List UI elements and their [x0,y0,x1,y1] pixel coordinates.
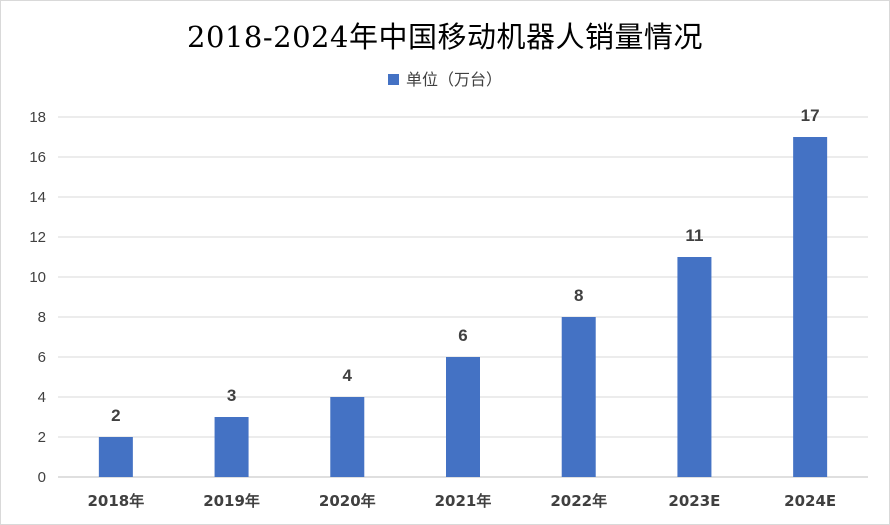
y-tick-label: 18 [29,109,46,126]
x-tick-label: 2021年 [435,492,492,510]
x-tick-label: 2018年 [87,492,144,510]
y-tick-label: 8 [38,309,46,326]
data-label: 4 [343,366,353,385]
data-label: 11 [685,226,703,245]
y-tick-label: 0 [38,469,46,486]
bar [98,437,133,477]
y-tick-label: 2 [38,429,46,446]
chart-title: 2018-2024年中国移动机器人销量情况 [187,20,703,54]
data-label: 8 [574,286,583,305]
x-tick-label: 2019年 [203,492,260,510]
data-label: 3 [227,386,236,405]
x-tick-label: 2023E [668,492,720,510]
y-tick-label: 10 [29,269,46,286]
bar [214,417,249,477]
bar [561,317,596,477]
bar [330,397,365,477]
data-label: 6 [458,326,467,345]
bar [446,357,480,477]
data-label: 2 [111,406,120,425]
legend-label: 单位（万台） [405,70,502,89]
y-tick-label: 14 [29,189,46,206]
legend-swatch [387,74,399,85]
y-tick-label: 6 [38,349,46,366]
y-tick-label: 4 [38,389,46,406]
y-tick-label: 16 [29,149,46,166]
x-tick-label: 2022年 [550,492,607,510]
bar [793,137,828,477]
x-tick-label: 2020年 [319,492,376,510]
data-label: 17 [801,106,820,125]
bar [677,257,712,477]
x-tick-label: 2024E [784,492,836,510]
y-tick-label: 12 [29,229,46,246]
legend: 单位（万台） [0,66,890,90]
